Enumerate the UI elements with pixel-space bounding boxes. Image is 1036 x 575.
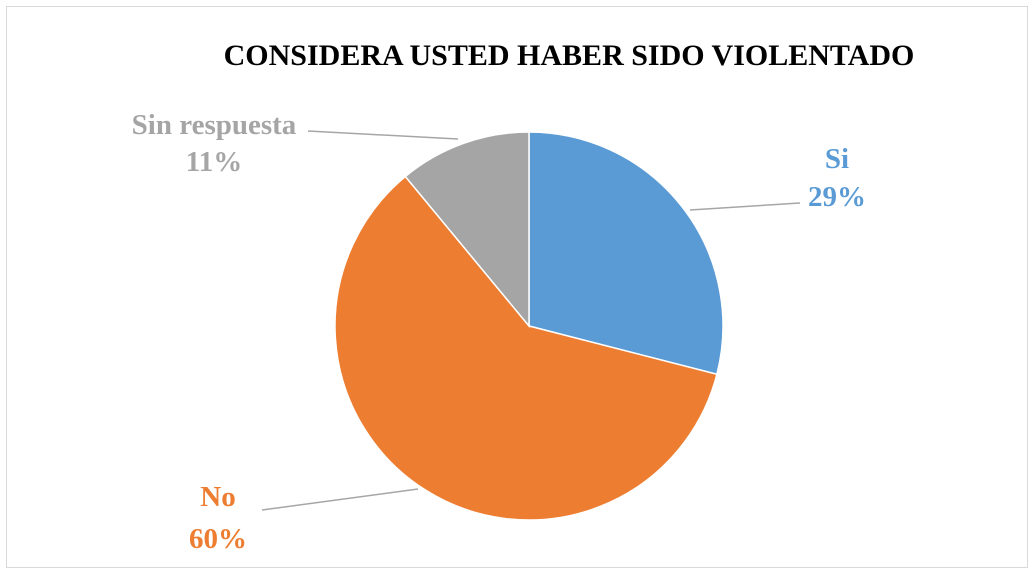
data-label-percent-si: 29% bbox=[808, 181, 866, 213]
data-label-name-si: Si bbox=[825, 143, 849, 175]
pie-slice-no bbox=[334, 175, 718, 521]
leader-line-sin-respuesta bbox=[307, 130, 459, 140]
data-labels: Si 29% No 60% Sin respuesta 11% bbox=[132, 109, 866, 555]
data-label-percent-sin-respuesta: 11% bbox=[186, 146, 242, 178]
chart-title: CONSIDERA USTED HABER SIDO VIOLENTADO bbox=[224, 39, 915, 72]
pie-slices bbox=[334, 131, 724, 521]
leader-line-si bbox=[689, 202, 801, 211]
pie-slice-si bbox=[528, 131, 724, 376]
leader-line-no bbox=[261, 488, 419, 511]
data-label-name-no: No bbox=[200, 481, 235, 513]
data-label-name-sin-respuesta: Sin respuesta bbox=[132, 109, 297, 141]
data-label-percent-no: 60% bbox=[189, 523, 247, 555]
leader-lines bbox=[261, 130, 801, 511]
pie-slice-sin-respuesta bbox=[404, 131, 530, 329]
